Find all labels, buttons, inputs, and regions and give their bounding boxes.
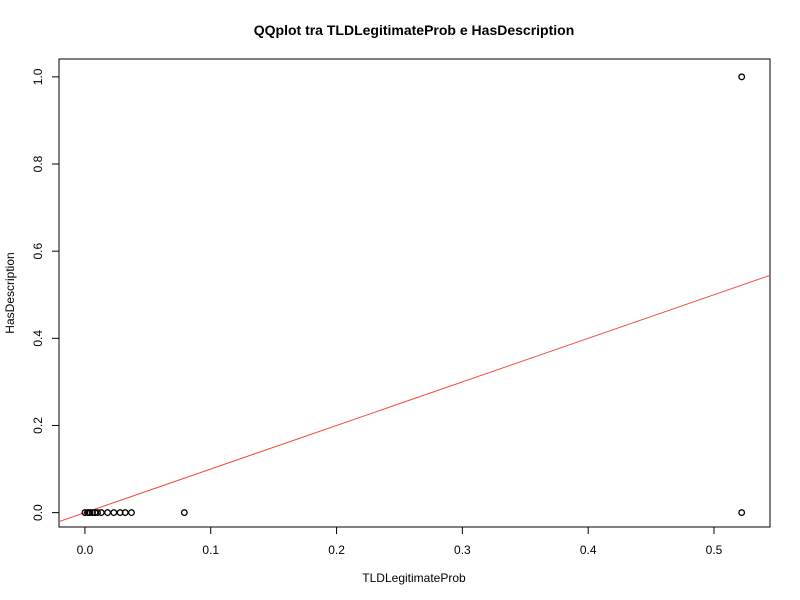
data-point	[91, 509, 99, 517]
y-axis: 0.0 0.2 0.4 0.6 0.8 1.0	[31, 68, 60, 521]
x-tick-label: 0.4	[580, 543, 597, 557]
data-point	[110, 509, 118, 517]
y-tick-label: 0.2	[31, 417, 45, 434]
data-point	[94, 509, 101, 517]
reference-line	[59, 274, 770, 523]
y-tick-label: 0.6	[31, 243, 45, 260]
data-point	[104, 509, 112, 517]
data-point	[738, 73, 746, 81]
y-tick-label: 0.4	[31, 330, 45, 347]
x-tick-label: 0.5	[706, 543, 723, 557]
y-tick-label: 0.8	[31, 155, 45, 172]
y-axis-label: HasDescription	[3, 252, 17, 333]
data-point	[97, 509, 105, 517]
x-tick-label: 0.0	[77, 543, 94, 557]
plot-frame	[58, 58, 771, 528]
y-tick-label: 0.0	[31, 504, 45, 521]
x-axis-label: TLDLegitimateProb	[362, 571, 466, 585]
chart-title: QQplot tra TLDLegitimateProb e HasDescri…	[254, 22, 575, 38]
data-point	[738, 509, 746, 517]
x-tick-label: 0.2	[328, 543, 345, 557]
data-point	[180, 509, 188, 517]
x-tick-label: 0.1	[202, 543, 219, 557]
data-point	[121, 509, 129, 517]
data-point	[128, 509, 135, 517]
y-tick-label: 1.0	[31, 68, 45, 85]
x-tick-label: 0.3	[454, 543, 471, 557]
x-axis: 0.0 0.1 0.2 0.3 0.4 0.5	[77, 526, 723, 557]
